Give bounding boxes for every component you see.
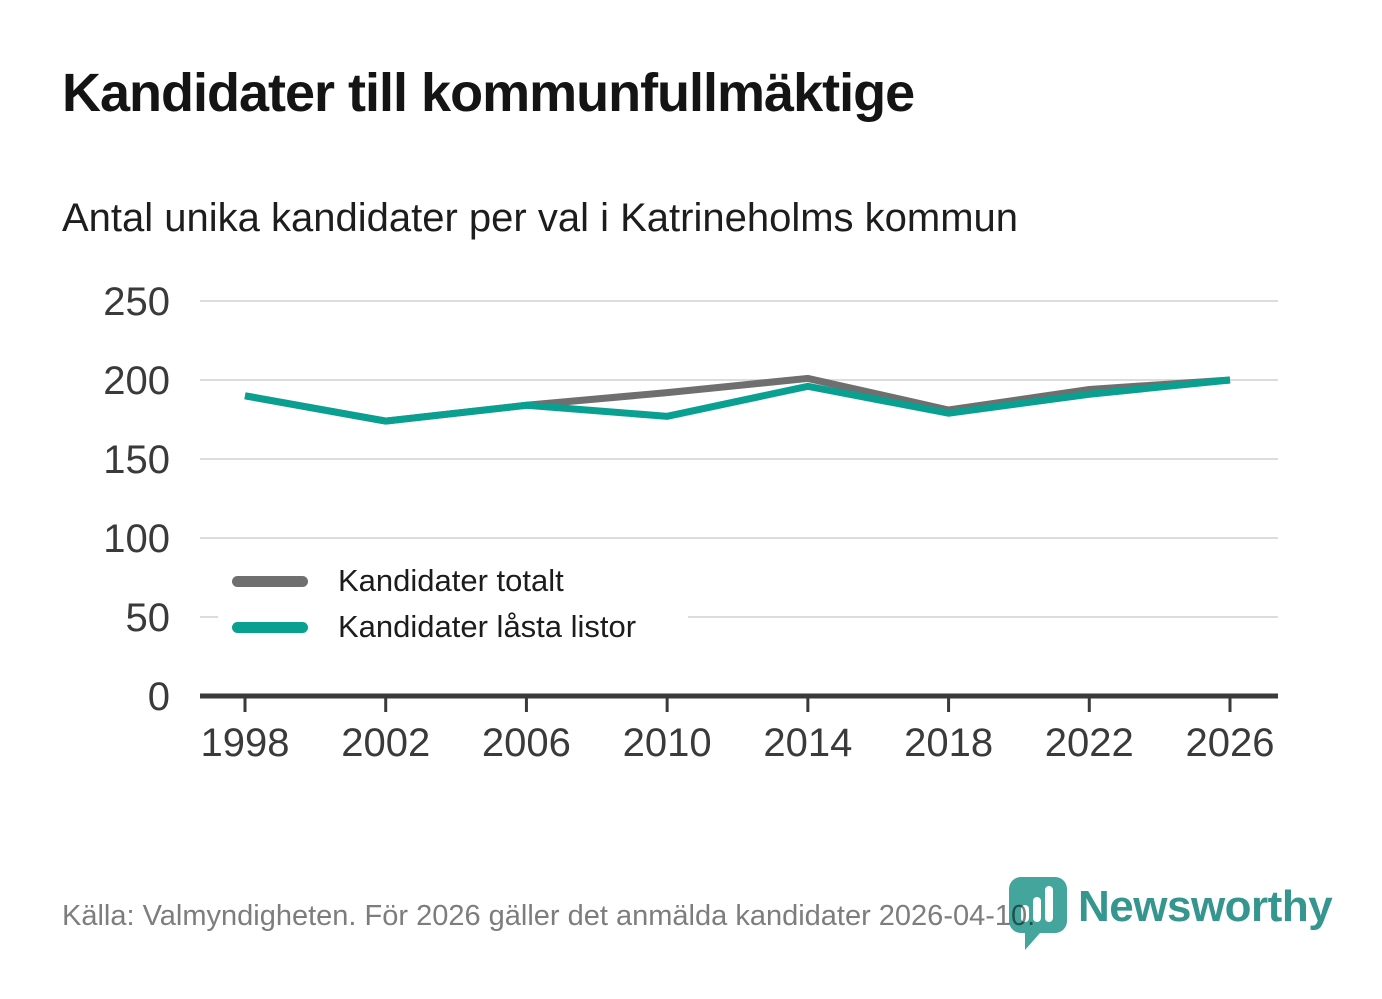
bar-medium xyxy=(1033,897,1041,922)
chart-legend: Kandidater totalt Kandidater låsta listo… xyxy=(218,548,688,664)
legend-item-totalt: Kandidater totalt xyxy=(232,558,674,604)
newsworthy-logo: Newsworthy xyxy=(1008,876,1333,952)
legend-swatch-lasta-listor xyxy=(232,621,308,633)
legend-label-totalt: Kandidater totalt xyxy=(338,563,564,598)
x-tick-label: 2026 xyxy=(1186,721,1275,765)
y-tick-label: 0 xyxy=(148,675,170,719)
y-tick-label: 200 xyxy=(103,359,170,403)
legend-label-lasta-listor: Kandidater låsta listor xyxy=(338,609,637,644)
x-tick-label: 2010 xyxy=(623,721,712,765)
y-tick-label: 50 xyxy=(126,596,171,640)
bar-small xyxy=(1021,905,1029,922)
newsworthy-pin-icon xyxy=(1009,877,1067,950)
x-tick-label: 2022 xyxy=(1045,721,1134,765)
bar-tall xyxy=(1045,886,1053,922)
y-tick-label: 100 xyxy=(103,517,170,561)
page-title: Kandidater till kommunfullmäktige xyxy=(62,63,915,123)
brand-name: Newsworthy xyxy=(1078,882,1333,931)
x-tick-label: 2018 xyxy=(904,721,993,765)
legend-item-lasta-listor: Kandidater låsta listor xyxy=(232,604,674,650)
y-tick-label: 250 xyxy=(103,280,170,324)
legend-swatch-totalt xyxy=(232,575,308,587)
x-tick-label: 2014 xyxy=(763,721,852,765)
source-note: Källa: Valmyndigheten. För 2026 gäller d… xyxy=(62,900,1036,932)
page-subtitle: Antal unika kandidater per val i Katrine… xyxy=(62,196,1019,240)
series-line-1 xyxy=(244,376,1231,425)
x-tick-label: 2006 xyxy=(482,721,571,765)
y-tick-label: 150 xyxy=(103,438,170,482)
x-tick-label: 2002 xyxy=(341,721,430,765)
x-tick-label: 1998 xyxy=(201,721,290,765)
